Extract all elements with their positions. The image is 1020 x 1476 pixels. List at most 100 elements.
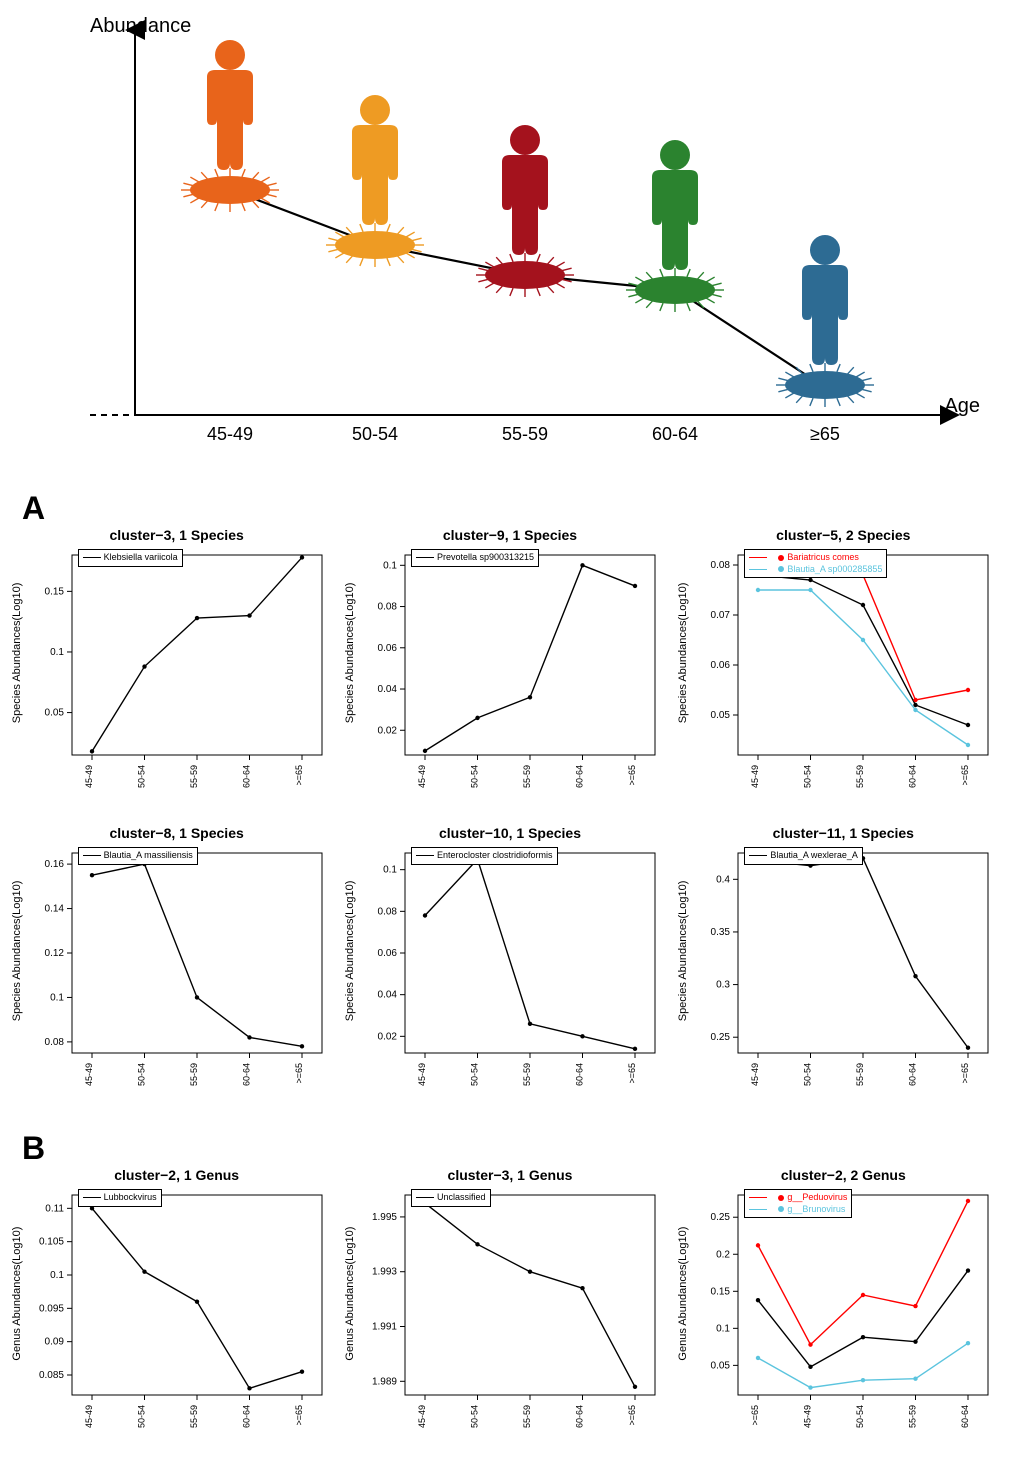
chart-b2: cluster−3, 1 GenusGenus Abundances(Log10… xyxy=(350,1167,670,1447)
svg-text:0.1: 0.1 xyxy=(50,992,64,1003)
svg-text:50-54: 50-54 xyxy=(136,1405,146,1428)
legend: Lubbockvirus xyxy=(78,1189,162,1207)
svg-text:0.25: 0.25 xyxy=(711,1212,731,1223)
svg-text:45-49: 45-49 xyxy=(417,1405,427,1428)
chart-plot: 0.250.30.350.445-4950-5455-5960-64>=65 xyxy=(683,845,998,1101)
svg-text:60-64: 60-64 xyxy=(574,765,584,788)
section-b-label: B xyxy=(22,1130,1010,1167)
svg-text:60-64: 60-64 xyxy=(574,1063,584,1086)
svg-text:55-59: 55-59 xyxy=(189,765,199,788)
chart-plot: 0.020.040.060.080.145-4950-5455-5960-64>… xyxy=(350,547,665,803)
legend: g__Peduovirusg__Brunovirus xyxy=(744,1189,852,1218)
svg-text:55-59: 55-59 xyxy=(908,1405,918,1428)
svg-text:50-54: 50-54 xyxy=(469,765,479,788)
svg-text:>=65: >=65 xyxy=(294,765,304,786)
svg-text:45-49: 45-49 xyxy=(84,1405,94,1428)
svg-text:0.06: 0.06 xyxy=(711,660,731,671)
svg-text:60-64: 60-64 xyxy=(960,1405,970,1428)
svg-text:45-49: 45-49 xyxy=(417,1063,427,1086)
svg-text:0.35: 0.35 xyxy=(711,927,731,938)
svg-text:>=65: >=65 xyxy=(294,1063,304,1084)
svg-text:45-49: 45-49 xyxy=(803,1405,813,1428)
section-a-label: A xyxy=(22,490,1010,527)
svg-text:0.2: 0.2 xyxy=(716,1249,730,1260)
svg-text:0.08: 0.08 xyxy=(711,560,731,571)
svg-text:0.05: 0.05 xyxy=(711,710,731,721)
y-axis-title: Species Abundances(Log10) xyxy=(11,881,23,1022)
svg-text:0.08: 0.08 xyxy=(378,602,398,613)
svg-text:50-54: 50-54 xyxy=(855,1405,865,1428)
svg-text:60-64: 60-64 xyxy=(908,1063,918,1086)
svg-text:0.095: 0.095 xyxy=(39,1303,64,1314)
svg-text:55-59: 55-59 xyxy=(189,1063,199,1086)
svg-text:0.1: 0.1 xyxy=(716,1323,730,1334)
svg-text:45-49: 45-49 xyxy=(84,1063,94,1086)
svg-text:0.15: 0.15 xyxy=(711,1286,731,1297)
chart-title: cluster−2, 2 Genus xyxy=(683,1167,1003,1183)
svg-text:45-49: 45-49 xyxy=(84,765,94,788)
chart-plot: 0.0850.090.0950.10.1050.1145-4950-5455-5… xyxy=(17,1187,332,1443)
chart-title: cluster−10, 1 Species xyxy=(350,825,670,841)
chart-title: cluster−2, 1 Genus xyxy=(17,1167,337,1183)
chart-title: cluster−5, 2 Species xyxy=(683,527,1003,543)
y-axis-title: Genus Abundances(Log10) xyxy=(344,1227,356,1361)
svg-text:0.085: 0.085 xyxy=(39,1370,64,1381)
svg-text:1.991: 1.991 xyxy=(372,1322,397,1333)
svg-text:60-64: 60-64 xyxy=(574,1405,584,1428)
svg-text:55-59: 55-59 xyxy=(522,1063,532,1086)
y-axis-title: Genus Abundances(Log10) xyxy=(11,1227,23,1361)
chart-b3: cluster−2, 2 GenusGenus Abundances(Log10… xyxy=(683,1167,1003,1447)
legend: Blautia_A wexlerae_A xyxy=(744,847,863,865)
age-group-icon xyxy=(476,125,574,297)
age-group-label: ≥65 xyxy=(810,424,840,444)
svg-text:55-59: 55-59 xyxy=(855,1063,865,1086)
chart-a6: cluster−11, 1 SpeciesSpecies Abundances(… xyxy=(683,825,1003,1105)
svg-text:60-64: 60-64 xyxy=(241,765,251,788)
y-axis-title: Species Abundances(Log10) xyxy=(677,881,689,1022)
svg-text:0.02: 0.02 xyxy=(378,725,398,736)
chart-plot: 0.050.060.070.0845-4950-5455-5960-64>=65 xyxy=(683,547,998,803)
svg-text:0.08: 0.08 xyxy=(378,906,398,917)
svg-text:0.08: 0.08 xyxy=(44,1037,64,1048)
svg-text:60-64: 60-64 xyxy=(241,1063,251,1086)
y-axis-title: Species Abundances(Log10) xyxy=(11,583,23,724)
legend: Klebsiella variicola xyxy=(78,549,183,567)
age-group-icon xyxy=(776,235,874,407)
svg-text:55-59: 55-59 xyxy=(522,1405,532,1428)
chart-plot: 0.050.10.150.20.25>=6545-4950-5455-5960-… xyxy=(683,1187,998,1443)
svg-text:0.04: 0.04 xyxy=(378,990,398,1001)
svg-text:0.05: 0.05 xyxy=(44,708,64,719)
chart-plot: 0.080.10.120.140.1645-4950-5455-5960-64>… xyxy=(17,845,332,1101)
svg-text:>=65: >=65 xyxy=(627,765,637,786)
svg-text:55-59: 55-59 xyxy=(855,765,865,788)
svg-text:45-49: 45-49 xyxy=(417,765,427,788)
svg-text:0.25: 0.25 xyxy=(711,1032,731,1043)
svg-text:45-49: 45-49 xyxy=(750,1063,760,1086)
chart-title: cluster−3, 1 Species xyxy=(17,527,337,543)
chart-title: cluster−3, 1 Genus xyxy=(350,1167,670,1183)
age-group-icon xyxy=(326,95,424,267)
svg-text:50-54: 50-54 xyxy=(136,765,146,788)
legend: Unclassified xyxy=(411,1189,491,1207)
svg-text:0.15: 0.15 xyxy=(44,586,64,597)
svg-text:>=65: >=65 xyxy=(960,1063,970,1084)
chart-a3: cluster−5, 2 SpeciesSpecies Abundances(L… xyxy=(683,527,1003,807)
infographic-svg: 45-4950-5455-5960-64≥65 xyxy=(20,10,1000,470)
svg-text:0.3: 0.3 xyxy=(716,980,730,991)
svg-text:>=65: >=65 xyxy=(627,1405,637,1426)
legend: Blautia_A massiliensis xyxy=(78,847,198,865)
svg-text:0.06: 0.06 xyxy=(378,948,398,959)
svg-text:0.12: 0.12 xyxy=(44,948,64,959)
svg-text:60-64: 60-64 xyxy=(908,765,918,788)
svg-text:0.14: 0.14 xyxy=(44,904,64,915)
svg-text:1.993: 1.993 xyxy=(372,1267,397,1278)
age-group-icon xyxy=(181,40,279,212)
age-group-label: 45-49 xyxy=(207,424,253,444)
chart-b1: cluster−2, 1 GenusGenus Abundances(Log10… xyxy=(17,1167,337,1447)
svg-text:>=65: >=65 xyxy=(627,1063,637,1084)
svg-text:0.1: 0.1 xyxy=(383,865,397,876)
chart-a1: cluster−3, 1 SpeciesSpecies Abundances(L… xyxy=(17,527,337,807)
svg-text:55-59: 55-59 xyxy=(522,765,532,788)
svg-text:50-54: 50-54 xyxy=(803,1063,813,1086)
age-group-label: 60-64 xyxy=(652,424,698,444)
